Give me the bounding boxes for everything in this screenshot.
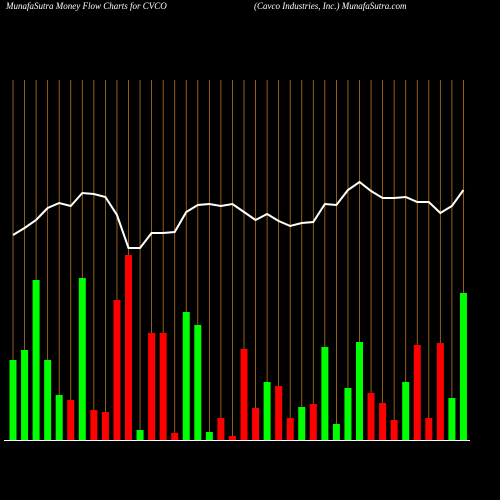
chart-title: MunafaSutra Money Flow Charts for CVCO bbox=[5, 1, 167, 11]
bar bbox=[228, 436, 236, 440]
bar bbox=[159, 333, 167, 440]
bar bbox=[44, 360, 52, 440]
bar bbox=[171, 433, 179, 440]
bar bbox=[448, 398, 456, 440]
bar bbox=[113, 300, 121, 440]
bar bbox=[90, 410, 98, 440]
bar bbox=[286, 418, 294, 440]
bar bbox=[425, 418, 433, 440]
bar bbox=[21, 350, 29, 440]
bar bbox=[390, 420, 398, 440]
bar bbox=[205, 432, 213, 440]
bar bbox=[459, 293, 467, 440]
bar bbox=[413, 345, 421, 440]
chart-subtitle: (Cavco Industries, Inc.) MunafaSutra.com bbox=[254, 1, 407, 11]
bar bbox=[9, 360, 17, 440]
bar bbox=[78, 278, 86, 440]
bar bbox=[263, 382, 271, 440]
plot bbox=[4, 80, 470, 441]
bar bbox=[321, 347, 329, 440]
bar bbox=[125, 255, 132, 440]
bar bbox=[182, 312, 190, 440]
bar bbox=[101, 412, 109, 440]
bar bbox=[194, 325, 202, 440]
bar bbox=[379, 403, 387, 440]
bar bbox=[240, 349, 248, 440]
bar bbox=[217, 418, 225, 440]
bar bbox=[275, 386, 283, 440]
bar bbox=[67, 400, 75, 440]
bar bbox=[148, 333, 156, 440]
bar bbox=[252, 408, 260, 440]
bar bbox=[436, 343, 444, 440]
bar bbox=[309, 404, 317, 440]
price-line bbox=[12, 180, 465, 249]
bar bbox=[344, 388, 352, 440]
bar bbox=[402, 382, 410, 440]
bar bbox=[298, 407, 306, 440]
bar bbox=[367, 393, 375, 440]
bar bbox=[32, 280, 40, 440]
bar bbox=[55, 395, 63, 440]
bar bbox=[332, 424, 340, 440]
bar bbox=[136, 430, 144, 440]
bar bbox=[356, 342, 363, 440]
